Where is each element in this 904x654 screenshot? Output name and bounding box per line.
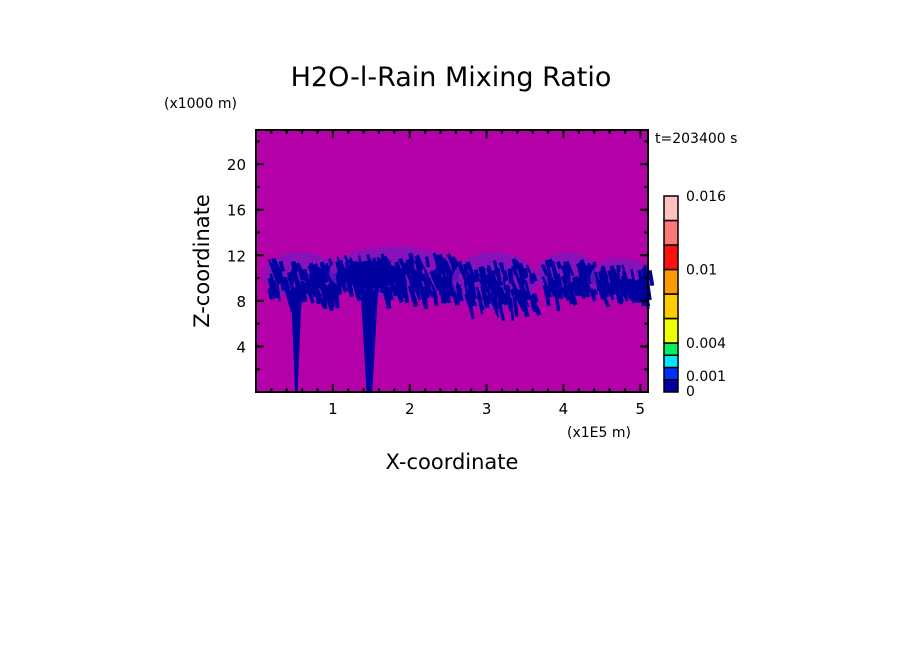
colorbar-segment: [663, 268, 679, 295]
cloud-band-4: [536, 252, 605, 312]
colorbar-segment: [663, 354, 679, 369]
colorbar-segment: [663, 244, 679, 271]
y-tick-label: 20: [227, 156, 246, 174]
x-tick-label: 2: [405, 400, 415, 418]
y-axis-label: Z-coordinate: [190, 194, 214, 328]
cloud-band-1: [263, 252, 341, 313]
rain-shaft-2: [360, 289, 379, 392]
x-unit-label: (x1E5 m): [567, 425, 631, 441]
y-unit-label: (x1000 m): [164, 96, 237, 112]
colorbar: 00.001 0.004 0.01 0.016: [663, 189, 726, 400]
x-tick-label: 1: [328, 400, 338, 418]
x-tick-label: 3: [482, 400, 492, 418]
cloud-band-2: [328, 246, 462, 310]
plot-frame: [255, 129, 649, 393]
colorbar-segment: [663, 342, 679, 356]
colorbar-segment: [663, 195, 679, 222]
colorbar-segment: [663, 366, 679, 381]
colorbar-label: 0.016: [686, 189, 726, 205]
rain-shaft-1: [290, 289, 302, 392]
colorbar-segment: [663, 379, 679, 393]
y-tick-label: 8: [236, 293, 246, 311]
colorbar-label: 0.004: [686, 336, 726, 352]
colorbar-label: 0.001: [686, 369, 726, 385]
time-label: t=203400 s: [655, 131, 737, 147]
plot-area: [255, 129, 655, 393]
y-tick-label: 12: [227, 247, 246, 265]
chart-title: H2O-l-Rain Mixing Ratio: [291, 62, 612, 93]
y-tick-label: 16: [227, 202, 246, 220]
y-tick-label: 4: [236, 338, 246, 356]
colorbar-label: 0: [686, 384, 695, 400]
x-axis-label: X-coordinate: [386, 450, 519, 474]
x-tick-label: 5: [636, 400, 646, 418]
colorbar-label: 0.01: [686, 263, 717, 279]
colorbar-segment: [663, 293, 679, 320]
colorbar-segment: [663, 219, 679, 246]
cloud-band-3: [451, 252, 542, 322]
x-tick-label: 4: [559, 400, 569, 418]
colorbar-segment: [663, 317, 679, 344]
